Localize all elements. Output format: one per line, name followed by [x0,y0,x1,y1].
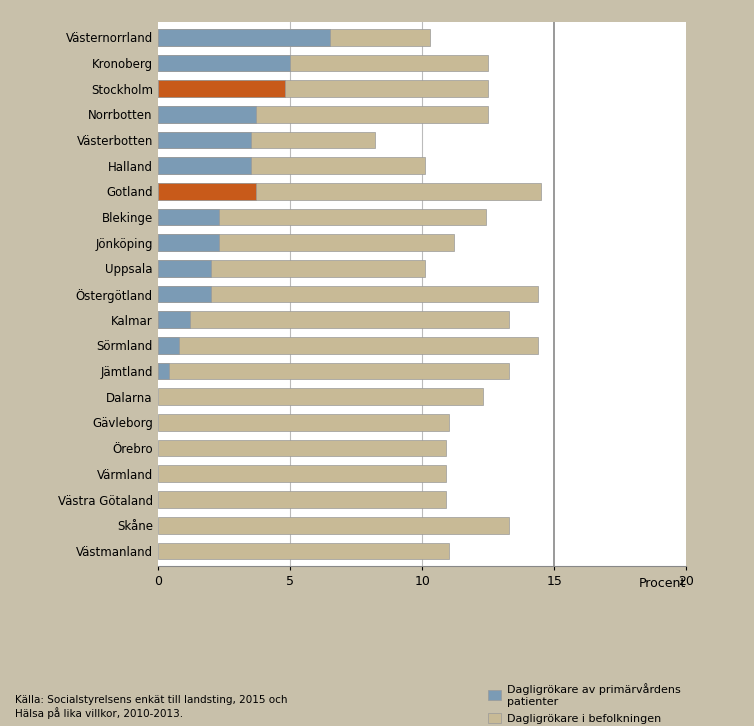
Bar [158,311,190,328]
Bar [158,260,211,277]
Bar [158,363,510,380]
Bar [158,337,538,354]
Text: Källa: Socialstyrelsens enkät till landsting, 2015 och
Hälsa på lika villkor, 20: Källa: Socialstyrelsens enkät till lands… [15,695,287,719]
Bar [158,492,446,508]
Bar [158,208,486,225]
Bar [158,260,425,277]
Bar [158,106,256,123]
Bar [158,131,250,148]
Bar [158,363,169,380]
Bar [158,337,179,354]
Bar [158,465,446,482]
Bar [158,517,510,534]
Bar [158,158,425,174]
Bar [158,131,375,148]
Bar [158,311,510,328]
Bar [158,286,211,302]
Bar [158,286,538,302]
Bar [158,542,449,559]
Bar [158,80,285,97]
Bar [158,54,290,71]
Bar [158,29,430,46]
Bar [158,183,541,200]
Bar [158,29,330,46]
Bar [158,440,446,457]
Bar [158,106,489,123]
Bar [158,54,489,71]
Bar [158,183,256,200]
Bar [158,388,483,405]
Legend: Dagligrökare av primärvårdens
patienter, Dagligrökare i befolkningen: Dagligrökare av primärvårdens patienter,… [488,683,681,724]
Bar [158,208,219,225]
Bar [158,158,250,174]
Bar [158,80,489,97]
Bar [158,234,219,251]
Text: Procent: Procent [639,577,686,590]
Bar [158,234,454,251]
Bar [158,414,449,431]
